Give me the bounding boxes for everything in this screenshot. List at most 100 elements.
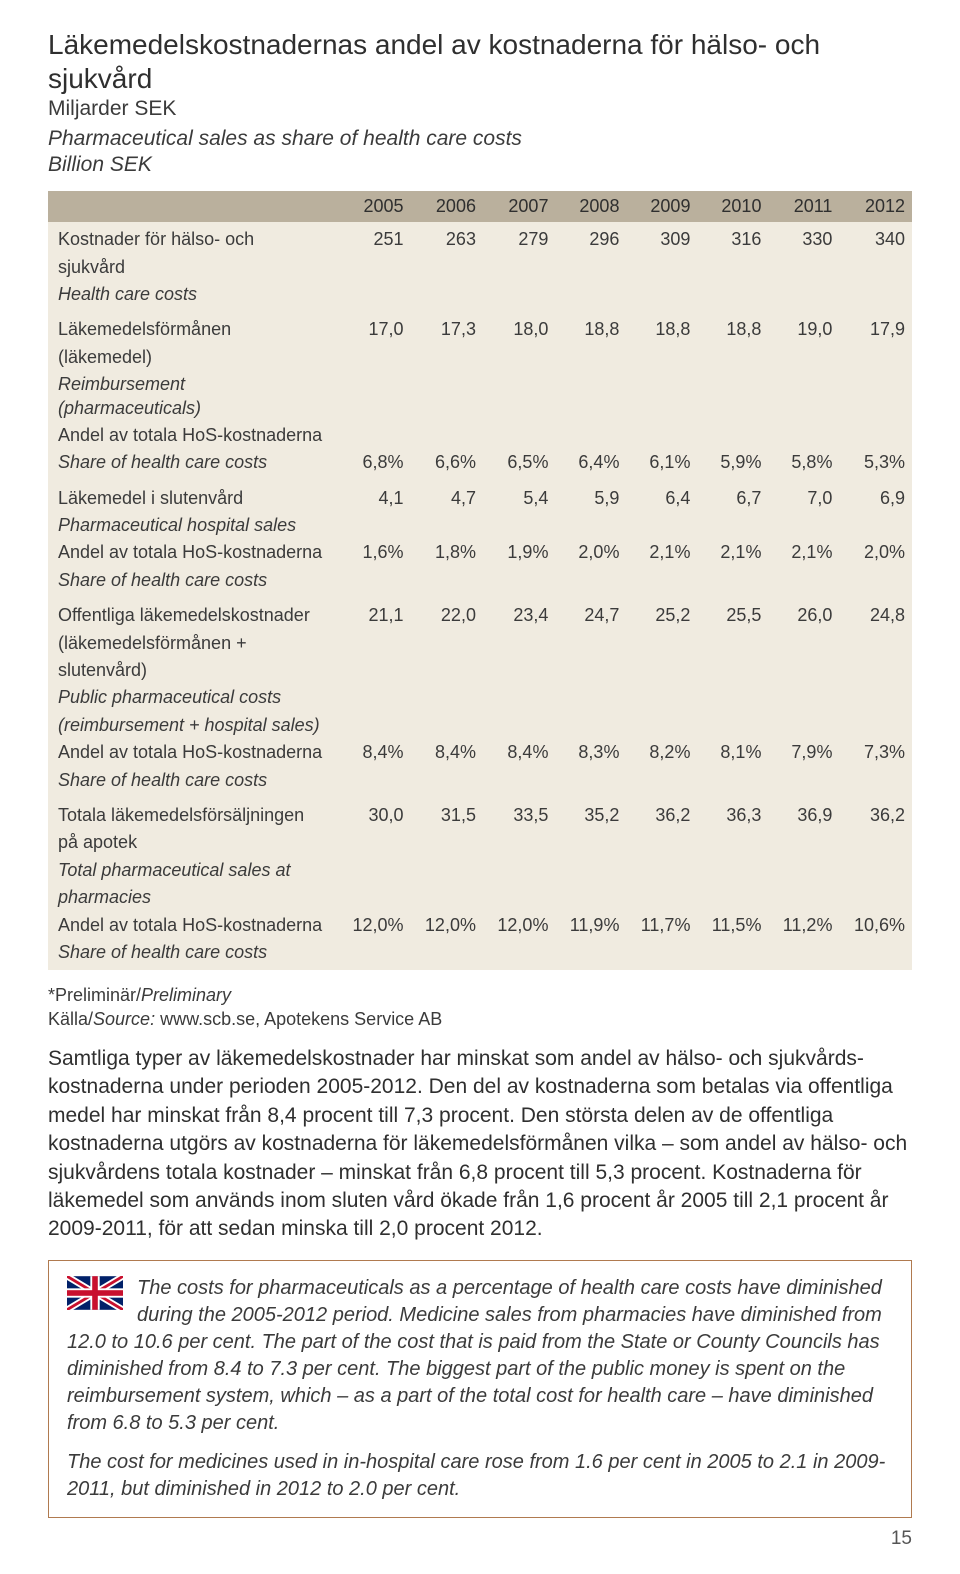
value-cell: 340 (839, 222, 912, 253)
table-row: Andel av totala HoS-kostnaderna 12,0%12,0… (48, 912, 912, 939)
box-paragraph-2: The cost for medicines used in in-hospit… (67, 1449, 893, 1503)
row-label-cell: Reimbursement (pharmaceuticals) (48, 371, 338, 422)
row-label-cell: Total pharmaceutical sales at (48, 857, 338, 884)
row-label-cell: Health care costs (48, 281, 338, 312)
value-cell (338, 344, 410, 371)
value-cell (626, 939, 697, 970)
value-cell: 8,3% (555, 739, 626, 766)
value-cell: 2,1% (626, 539, 697, 566)
row-label-cell: sjukvård (48, 254, 338, 281)
table-row: (läkemedel) (48, 344, 912, 371)
table-row: Share of health care costs (48, 939, 912, 970)
footnote-preliminary: *Preliminär/ (48, 985, 141, 1005)
value-cell: 5,9 (555, 481, 626, 512)
value-cell (626, 371, 697, 422)
table-row: Share of health care costs (48, 767, 912, 798)
value-cell (410, 630, 482, 657)
data-table-wrap: 20052006200720082009201020112012 Kostnad… (48, 191, 912, 970)
body-paragraph-sv: Samtliga typer av läkemedelskostnader ha… (48, 1045, 912, 1243)
value-cell: 36,2 (839, 798, 912, 829)
value-cell (410, 567, 482, 598)
row-label-cell: Share of health care costs (48, 449, 338, 480)
year-header-cell: 2011 (768, 191, 839, 222)
value-cell: 25,2 (626, 598, 697, 629)
value-cell (626, 884, 697, 911)
footnote-preliminary-en: Preliminary (141, 985, 231, 1005)
value-cell (768, 857, 839, 884)
value-cell (338, 829, 410, 856)
table-row: Share of health care costs6,8%6,6%6,5%6,… (48, 449, 912, 480)
table-row: Total pharmaceutical sales at (48, 857, 912, 884)
value-cell: 2,0% (839, 539, 912, 566)
value-cell (338, 630, 410, 657)
value-cell (697, 939, 768, 970)
value-cell: 1,8% (410, 539, 482, 566)
value-cell: 4,7 (410, 481, 482, 512)
value-cell: 24,8 (839, 598, 912, 629)
value-cell (410, 657, 482, 684)
value-cell: 6,6% (410, 449, 482, 480)
value-cell (483, 344, 555, 371)
value-cell (768, 657, 839, 684)
footnote-block: *Preliminär/Preliminary Källa/Source: ww… (48, 984, 912, 1031)
value-cell: 1,6% (338, 539, 410, 566)
value-cell (555, 512, 626, 539)
value-cell (839, 567, 912, 598)
value-cell (555, 884, 626, 911)
value-cell (839, 857, 912, 884)
value-cell: 36,2 (626, 798, 697, 829)
value-cell (338, 422, 410, 449)
value-cell: 6,1% (626, 449, 697, 480)
row-label-cell: Andel av totala HoS-kostnaderna (48, 912, 338, 939)
year-header-row: 20052006200720082009201020112012 (48, 191, 912, 222)
value-cell: 12,0% (410, 912, 482, 939)
source-label: Källa/ (48, 1009, 93, 1029)
value-cell (483, 684, 555, 711)
value-cell: 7,9% (768, 739, 839, 766)
value-cell (626, 829, 697, 856)
value-cell: 11,5% (697, 912, 768, 939)
value-cell (768, 254, 839, 281)
unit-sv: Miljarder SEK (48, 97, 912, 121)
value-cell (697, 657, 768, 684)
value-cell: 11,7% (626, 912, 697, 939)
row-label-cell: Share of health care costs (48, 939, 338, 970)
value-cell (839, 422, 912, 449)
table-row: Public pharmaceutical costs (48, 684, 912, 711)
row-label-cell: Läkemedel i slutenvård (48, 481, 338, 512)
table-row: Offentliga läkemedelskostnader21,122,023… (48, 598, 912, 629)
page-number: 15 (48, 1528, 912, 1550)
value-cell (338, 857, 410, 884)
value-cell (697, 767, 768, 798)
table-body: Kostnader för hälso- och2512632792963093… (48, 222, 912, 970)
value-cell: 12,0% (483, 912, 555, 939)
value-cell (626, 684, 697, 711)
title-sv: Läkemedelskostnadernas andel av kostnade… (48, 28, 912, 95)
value-cell (626, 630, 697, 657)
value-cell: 6,4% (555, 449, 626, 480)
value-cell (697, 712, 768, 739)
value-cell (410, 939, 482, 970)
value-cell (839, 829, 912, 856)
row-label-cell: på apotek (48, 829, 338, 856)
value-cell (697, 829, 768, 856)
table-row: Kostnader för hälso- och2512632792963093… (48, 222, 912, 253)
value-cell (768, 884, 839, 911)
row-label-cell: Totala läkemedelsförsäljningen (48, 798, 338, 829)
value-cell (839, 281, 912, 312)
row-label-cell: Andel av totala HoS-kostnaderna (48, 739, 338, 766)
value-cell (768, 767, 839, 798)
row-label-cell: pharmacies (48, 884, 338, 911)
value-cell (483, 422, 555, 449)
value-cell (410, 512, 482, 539)
value-cell: 296 (555, 222, 626, 253)
value-cell (483, 767, 555, 798)
value-cell (483, 254, 555, 281)
value-cell: 10,6% (839, 912, 912, 939)
value-cell: 17,9 (839, 312, 912, 343)
value-cell (338, 767, 410, 798)
table-row: Läkemedel i slutenvård4,14,75,45,96,46,7… (48, 481, 912, 512)
value-cell (555, 684, 626, 711)
table-row: Läkemedelsförmånen17,017,318,018,818,818… (48, 312, 912, 343)
english-summary-box: The costs for pharmaceuticals as a perce… (48, 1260, 912, 1518)
